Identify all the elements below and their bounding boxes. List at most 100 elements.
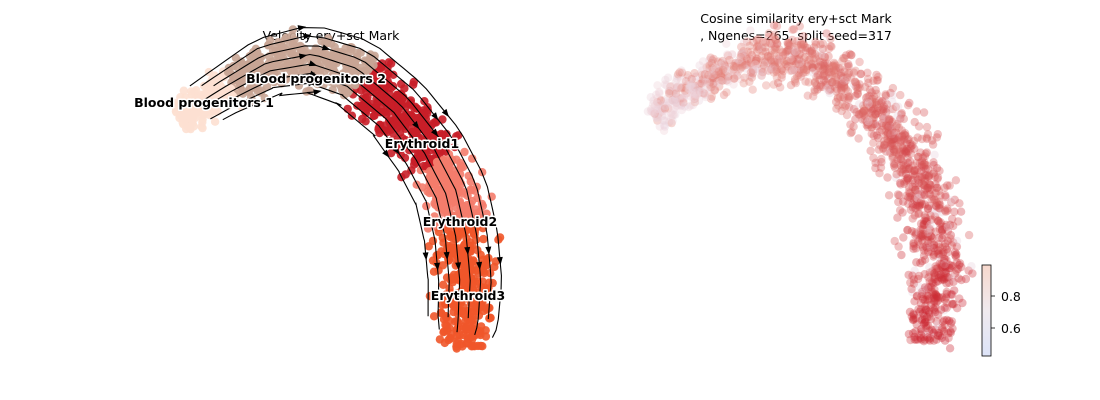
cosine-point [924, 273, 933, 282]
cosine-point [935, 259, 944, 268]
cosine-point [815, 57, 825, 66]
cosine-point [891, 173, 901, 182]
cosine-point [928, 136, 937, 145]
cosine-point [938, 274, 947, 283]
cosine-point [925, 179, 934, 188]
cosine-point [951, 250, 960, 260]
cosine-point [860, 115, 869, 124]
cosine-point [914, 227, 924, 236]
cosine-point [894, 151, 903, 160]
cosine-point [942, 287, 951, 297]
cosine-point [771, 35, 780, 44]
cosine-point [836, 71, 845, 81]
cosine-point [915, 282, 924, 291]
cosine-point [929, 328, 938, 337]
cosine-point [792, 55, 802, 64]
cosine-point [671, 84, 680, 94]
cosine-point [823, 59, 832, 68]
cosine-point [691, 82, 700, 92]
cosine-point [869, 92, 879, 101]
cosine-point [885, 131, 895, 140]
cosine-point [920, 220, 929, 230]
cosine-point [665, 89, 674, 98]
cosine-point [839, 82, 849, 91]
cosine-point [942, 298, 951, 307]
cosine-point [943, 226, 953, 236]
cosine-point [900, 177, 909, 186]
colorbar-label-06: 0.6 [1001, 321, 1021, 336]
cosine-point [705, 64, 714, 73]
cosine-point [787, 42, 796, 51]
cosine-point [914, 190, 923, 199]
cosine-point [654, 105, 663, 114]
cosine-point [935, 204, 945, 213]
cosine-point [864, 78, 873, 88]
cosine-point [789, 25, 799, 34]
cosine-point [930, 271, 939, 280]
cosine-point [938, 243, 947, 252]
cosine-point [891, 135, 901, 145]
cosine-point [694, 96, 704, 105]
cosine-point [724, 72, 733, 81]
cell-point [253, 86, 262, 96]
cosine-point [668, 116, 677, 126]
cluster-points [170, 25, 505, 353]
cosine-point [722, 64, 731, 73]
cosine-point [863, 108, 872, 117]
cosine-point [702, 62, 711, 71]
cosine-point [722, 88, 731, 97]
cosine-point [917, 179, 927, 188]
cosine-point [722, 75, 732, 85]
cosine-point [940, 255, 949, 264]
cosine-point [892, 170, 901, 179]
cosine-point [723, 72, 733, 81]
cosine-point [958, 298, 967, 308]
cosine-point [772, 73, 782, 82]
cosine-point [683, 71, 692, 80]
cosine-point [810, 78, 819, 87]
cell-point [170, 98, 179, 108]
cosine-point [669, 105, 678, 115]
cosine-point [892, 132, 901, 142]
cosine-point [706, 94, 716, 104]
cell-point [476, 341, 485, 351]
cosine-point [894, 123, 904, 132]
cosine-point [832, 87, 841, 96]
cosine-point [864, 99, 873, 108]
cosine-point [669, 87, 678, 97]
cosine-point [887, 128, 896, 137]
cosine-point [938, 234, 947, 243]
cosine-point [789, 42, 799, 52]
cosine-point [814, 52, 823, 61]
cosine-point [820, 66, 830, 75]
cosine-point [930, 306, 939, 315]
cell-point [181, 98, 190, 107]
cosine-point [863, 74, 873, 84]
cosine-point [741, 64, 750, 73]
cosine-point [803, 43, 812, 53]
cosine-point [794, 70, 803, 80]
cosine-point [886, 136, 895, 145]
cosine-point [933, 174, 942, 183]
cosine-point [923, 219, 932, 228]
cosine-point [675, 92, 684, 101]
cell-point [443, 225, 453, 235]
cosine-point [856, 109, 865, 118]
cosine-point [952, 258, 961, 267]
cosine-point [932, 292, 941, 301]
cell-point [176, 93, 185, 102]
cosine-point [928, 287, 937, 297]
cosine-point [951, 252, 961, 261]
cosine-point [914, 178, 923, 188]
cosine-point [929, 336, 938, 345]
cosine-point [687, 93, 696, 102]
cosine-point [799, 39, 808, 49]
cell-point [372, 88, 381, 97]
cosine-point [931, 196, 940, 205]
cosine-point [708, 58, 717, 67]
cosine-point [711, 70, 720, 80]
cosine-point [934, 273, 944, 282]
cosine-point [730, 74, 739, 83]
cell-point [472, 279, 482, 289]
cosine-point [826, 73, 836, 82]
